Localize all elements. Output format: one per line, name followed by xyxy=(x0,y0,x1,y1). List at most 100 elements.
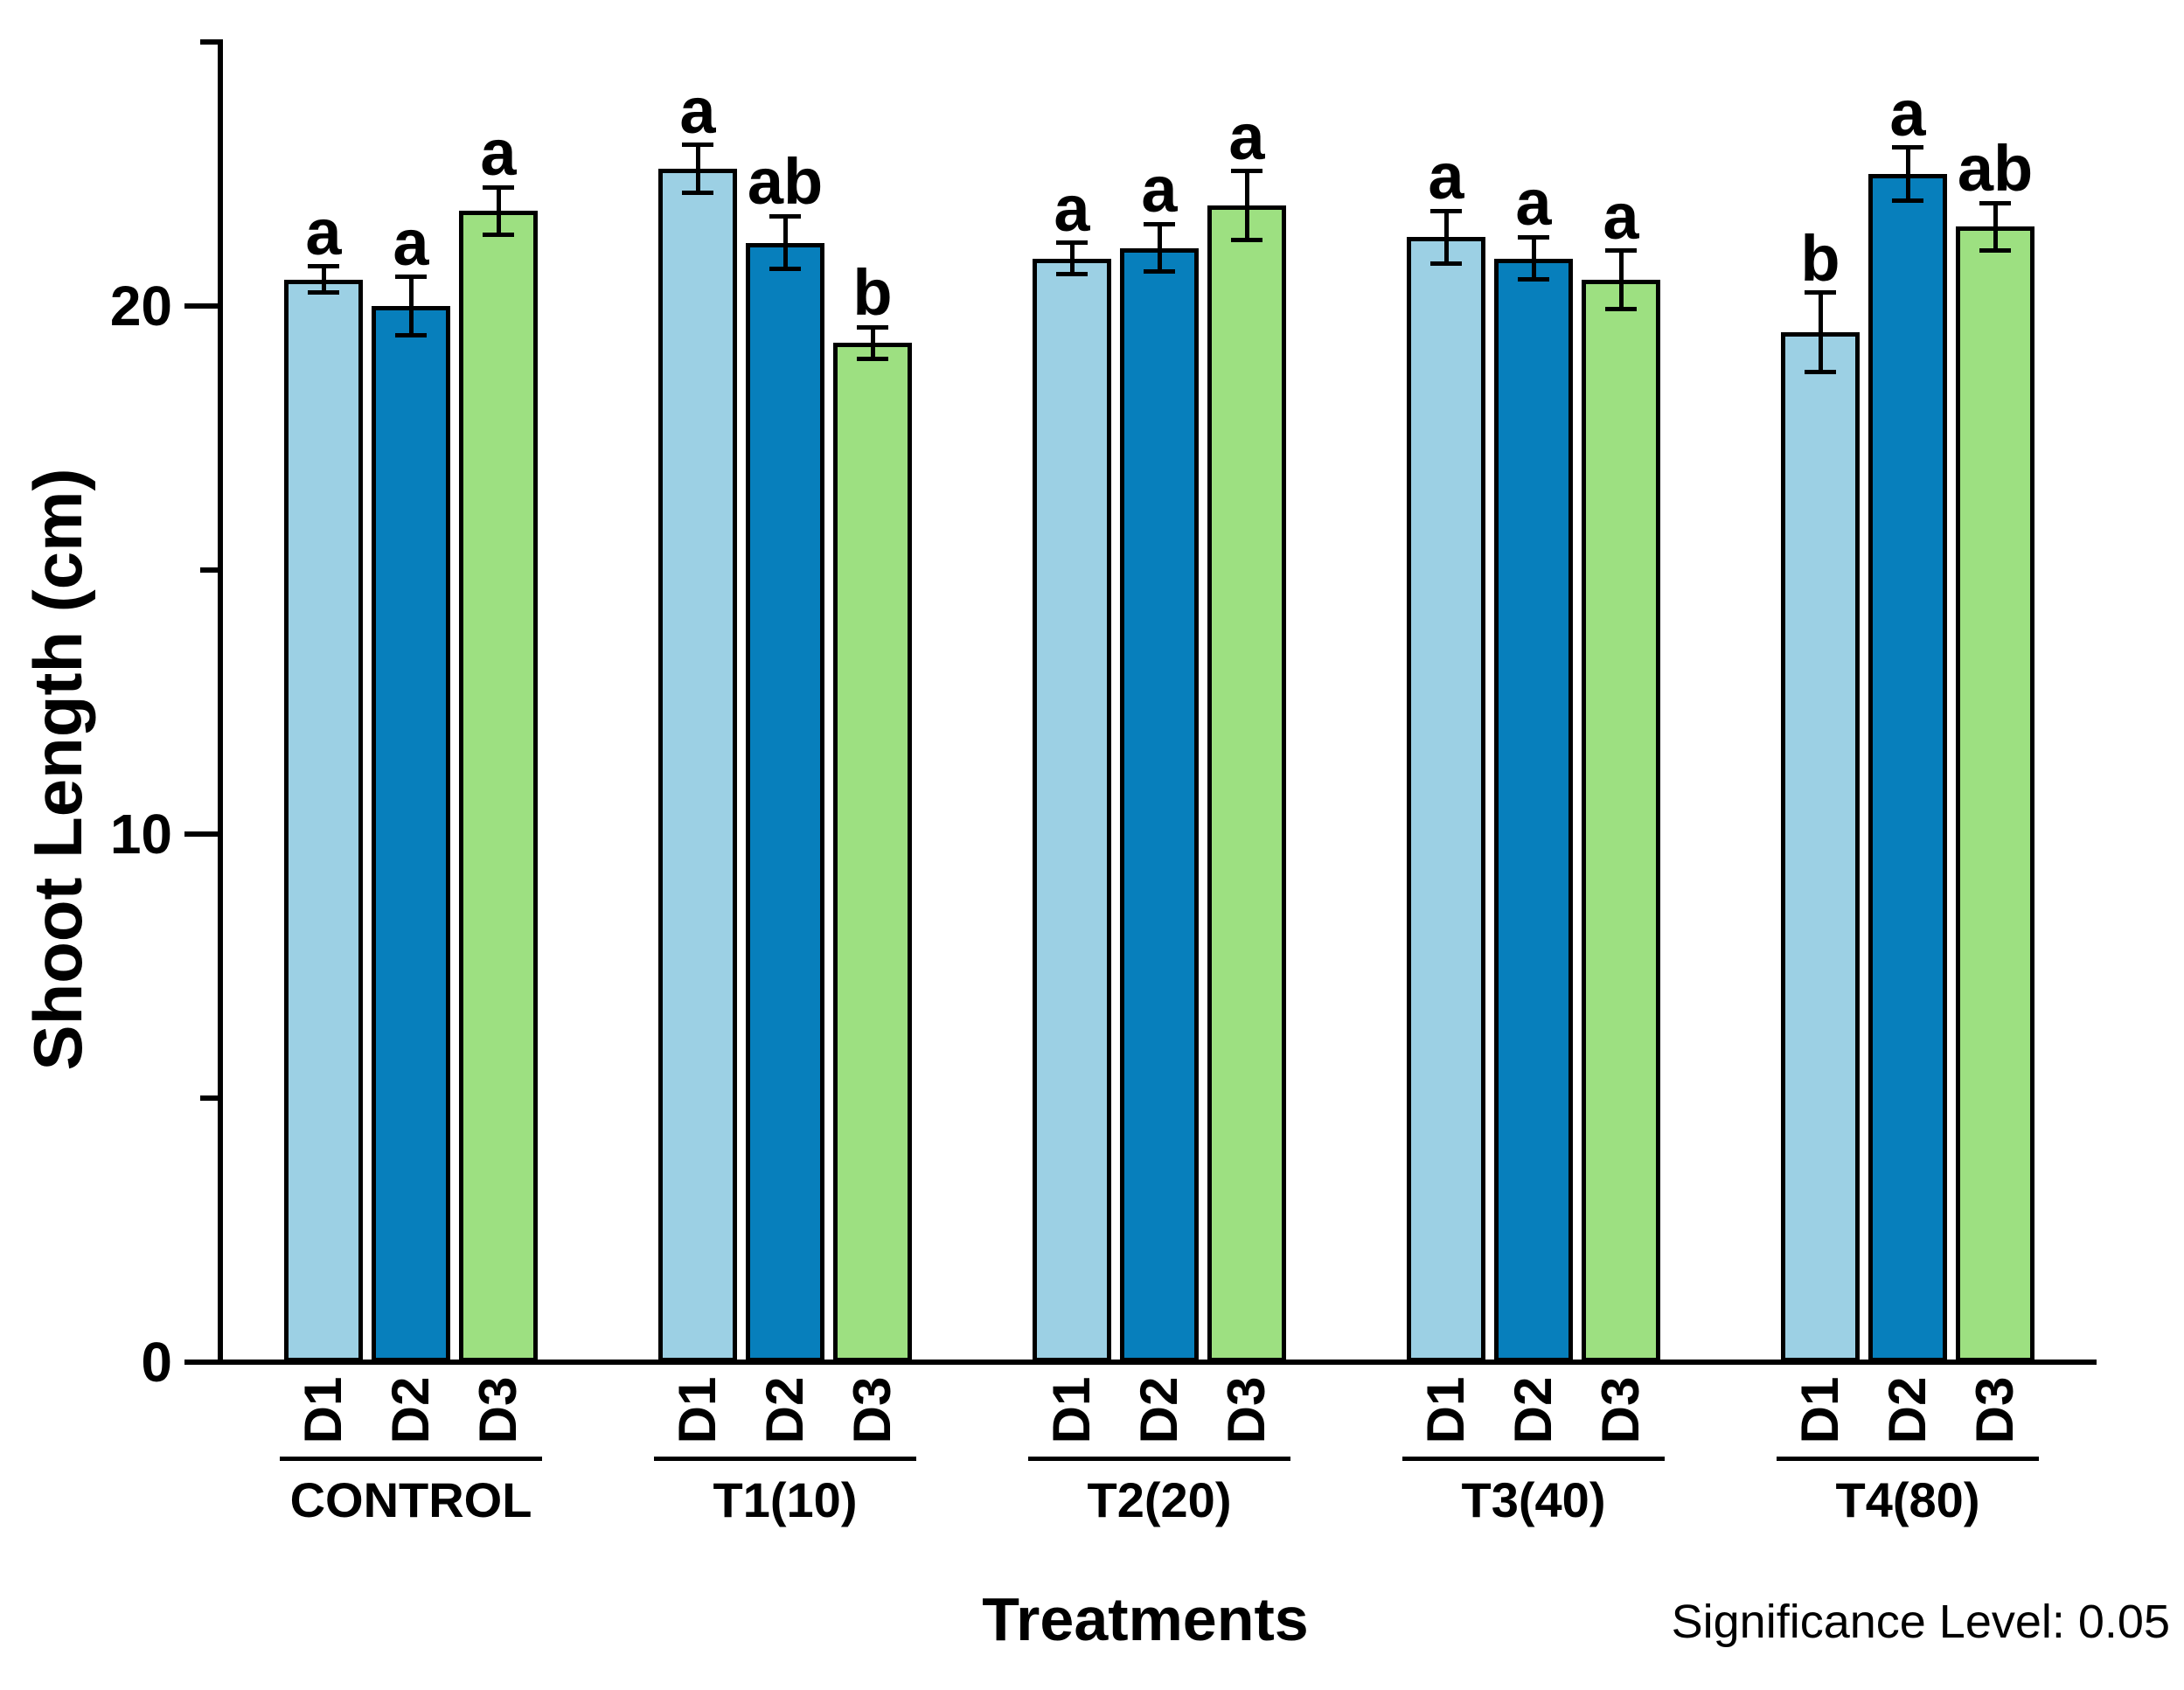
group-underline-t4-80 xyxy=(1777,1457,2039,1461)
error-bar-line xyxy=(1618,250,1624,309)
sig-letter-d1-control: a xyxy=(305,195,342,268)
sig-letter-d1-t4-80: b xyxy=(1800,221,1840,295)
bar-label-d1-t3-40: D1 xyxy=(1416,1376,1475,1444)
bar-label-d3-t4-80: D3 xyxy=(1965,1376,2024,1444)
bar-label-d2-t2-20: D2 xyxy=(1130,1376,1188,1444)
error-bar-line xyxy=(1905,147,1910,201)
sig-letter-d3-t1-10: b xyxy=(852,256,893,330)
group-label-t4-80: T4(80) xyxy=(1835,1472,1980,1527)
error-bar-line xyxy=(1157,224,1162,272)
group-underline-t1-10 xyxy=(654,1457,916,1461)
error-bar-cap-top xyxy=(1979,200,2011,205)
y-minor-tick xyxy=(200,39,218,45)
sig-letter-d2-t1-10: ab xyxy=(747,145,824,219)
error-bar-cap-top xyxy=(1231,169,1262,174)
sig-letter-d2-t2-20: a xyxy=(1141,153,1178,226)
y-tick-label: 20 xyxy=(109,275,172,337)
bar-label-d1-t4-80: D1 xyxy=(1791,1376,1849,1444)
bar-label-d1-control: D1 xyxy=(294,1376,352,1444)
sig-letter-d2-control: a xyxy=(393,205,429,279)
bar-d1-t2-20 xyxy=(1033,258,1111,1362)
sig-letter-d2-t4-80: a xyxy=(1889,76,1926,150)
sig-letter-d1-t2-20: a xyxy=(1054,171,1090,245)
y-tick-label: 10 xyxy=(109,803,172,866)
error-bar-cap-bottom xyxy=(1056,272,1088,277)
y-minor-tick xyxy=(200,567,218,573)
bar-d3-t4-80 xyxy=(1956,226,2034,1362)
error-bar-line xyxy=(1531,237,1536,280)
bar-label-d2-t3-40: D2 xyxy=(1504,1376,1562,1444)
bar-d3-control xyxy=(459,211,538,1362)
error-bar-line xyxy=(321,266,326,293)
bar-label-d3-t3-40: D3 xyxy=(1591,1376,1650,1444)
sig-letter-d3-t2-20: a xyxy=(1228,100,1265,173)
group-label-t2-20: T2(20) xyxy=(1087,1472,1232,1527)
error-bar-cap-bottom xyxy=(682,190,713,195)
error-bar-line xyxy=(1069,242,1075,275)
error-bar-line xyxy=(1443,211,1449,264)
error-bar-cap-bottom xyxy=(1144,269,1175,275)
group-label-t3-40: T3(40) xyxy=(1461,1472,1606,1527)
error-bar-cap-top xyxy=(1805,290,1836,296)
error-bar-cap-bottom xyxy=(308,290,339,296)
error-bar-cap-bottom xyxy=(769,267,801,272)
bar-label-d2-control: D2 xyxy=(381,1376,440,1444)
bar-d2-control xyxy=(372,306,450,1362)
y-major-tick xyxy=(184,1360,218,1365)
bar-d2-t1-10 xyxy=(746,242,824,1362)
error-bar-line xyxy=(1244,170,1249,240)
bar-d1-t1-10 xyxy=(658,168,737,1362)
error-bar-cap-top xyxy=(1430,208,1462,213)
error-bar-cap-top xyxy=(1605,248,1637,254)
error-bar-cap-top xyxy=(1518,234,1549,240)
sig-letter-d2-t3-40: a xyxy=(1515,166,1552,240)
error-bar-cap-top xyxy=(1144,221,1175,226)
error-bar-cap-top xyxy=(395,275,427,280)
sig-letter-d1-t1-10: a xyxy=(679,73,716,147)
bar-d1-t3-40 xyxy=(1407,237,1485,1362)
bar-d1-control xyxy=(284,279,363,1362)
error-bar-cap-top xyxy=(1892,145,1923,150)
error-bar-line xyxy=(870,327,875,359)
y-tick-label: 0 xyxy=(141,1331,172,1394)
bar-d1-t4-80 xyxy=(1781,332,1860,1362)
error-bar-cap-bottom xyxy=(1805,370,1836,374)
error-bar-cap-top xyxy=(1056,240,1088,246)
bar-label-d1-t1-10: D1 xyxy=(668,1376,727,1444)
error-bar-cap-top xyxy=(682,143,713,148)
group-underline-t2-20 xyxy=(1028,1457,1290,1461)
bar-label-d2-t4-80: D2 xyxy=(1878,1376,1937,1444)
x-axis-title: Treatments xyxy=(982,1585,1309,1653)
y-major-tick xyxy=(184,303,218,309)
error-bar-cap-bottom xyxy=(1430,261,1462,267)
error-bar-line xyxy=(782,216,788,269)
bar-d2-t4-80 xyxy=(1868,174,1947,1362)
significance-note: Significance Level: 0.05 xyxy=(1671,1596,2170,1648)
sig-letter-d3-t3-40: a xyxy=(1603,179,1639,253)
error-bar-cap-bottom xyxy=(1518,277,1549,282)
error-bar-cap-top xyxy=(769,213,801,219)
error-bar-cap-top xyxy=(308,264,339,269)
error-bar-line xyxy=(695,144,700,193)
error-bar-cap-bottom xyxy=(1605,306,1637,311)
group-underline-control xyxy=(280,1457,542,1461)
bar-d3-t3-40 xyxy=(1582,279,1660,1362)
group-underline-t3-40 xyxy=(1402,1457,1665,1461)
error-bar-cap-bottom xyxy=(483,232,514,237)
bar-label-d3-control: D3 xyxy=(469,1376,527,1444)
group-label-t1-10: T1(10) xyxy=(713,1472,858,1527)
error-bar-line xyxy=(496,187,501,235)
error-bar-cap-bottom xyxy=(1979,248,2011,254)
y-axis-title-text: Shoot Length (cm) xyxy=(19,468,96,1071)
y-minor-tick xyxy=(200,1095,218,1101)
sig-letter-d3-control: a xyxy=(480,116,517,190)
error-bar-cap-bottom xyxy=(1231,238,1262,242)
y-axis-line xyxy=(218,39,223,1365)
x-axis-line xyxy=(218,1360,2097,1365)
bar-label-d1-t2-20: D1 xyxy=(1042,1376,1101,1444)
error-bar-line xyxy=(408,276,414,336)
error-bar-line xyxy=(1993,203,1998,251)
bar-d2-t3-40 xyxy=(1494,258,1573,1362)
error-bar-cap-bottom xyxy=(857,356,888,361)
